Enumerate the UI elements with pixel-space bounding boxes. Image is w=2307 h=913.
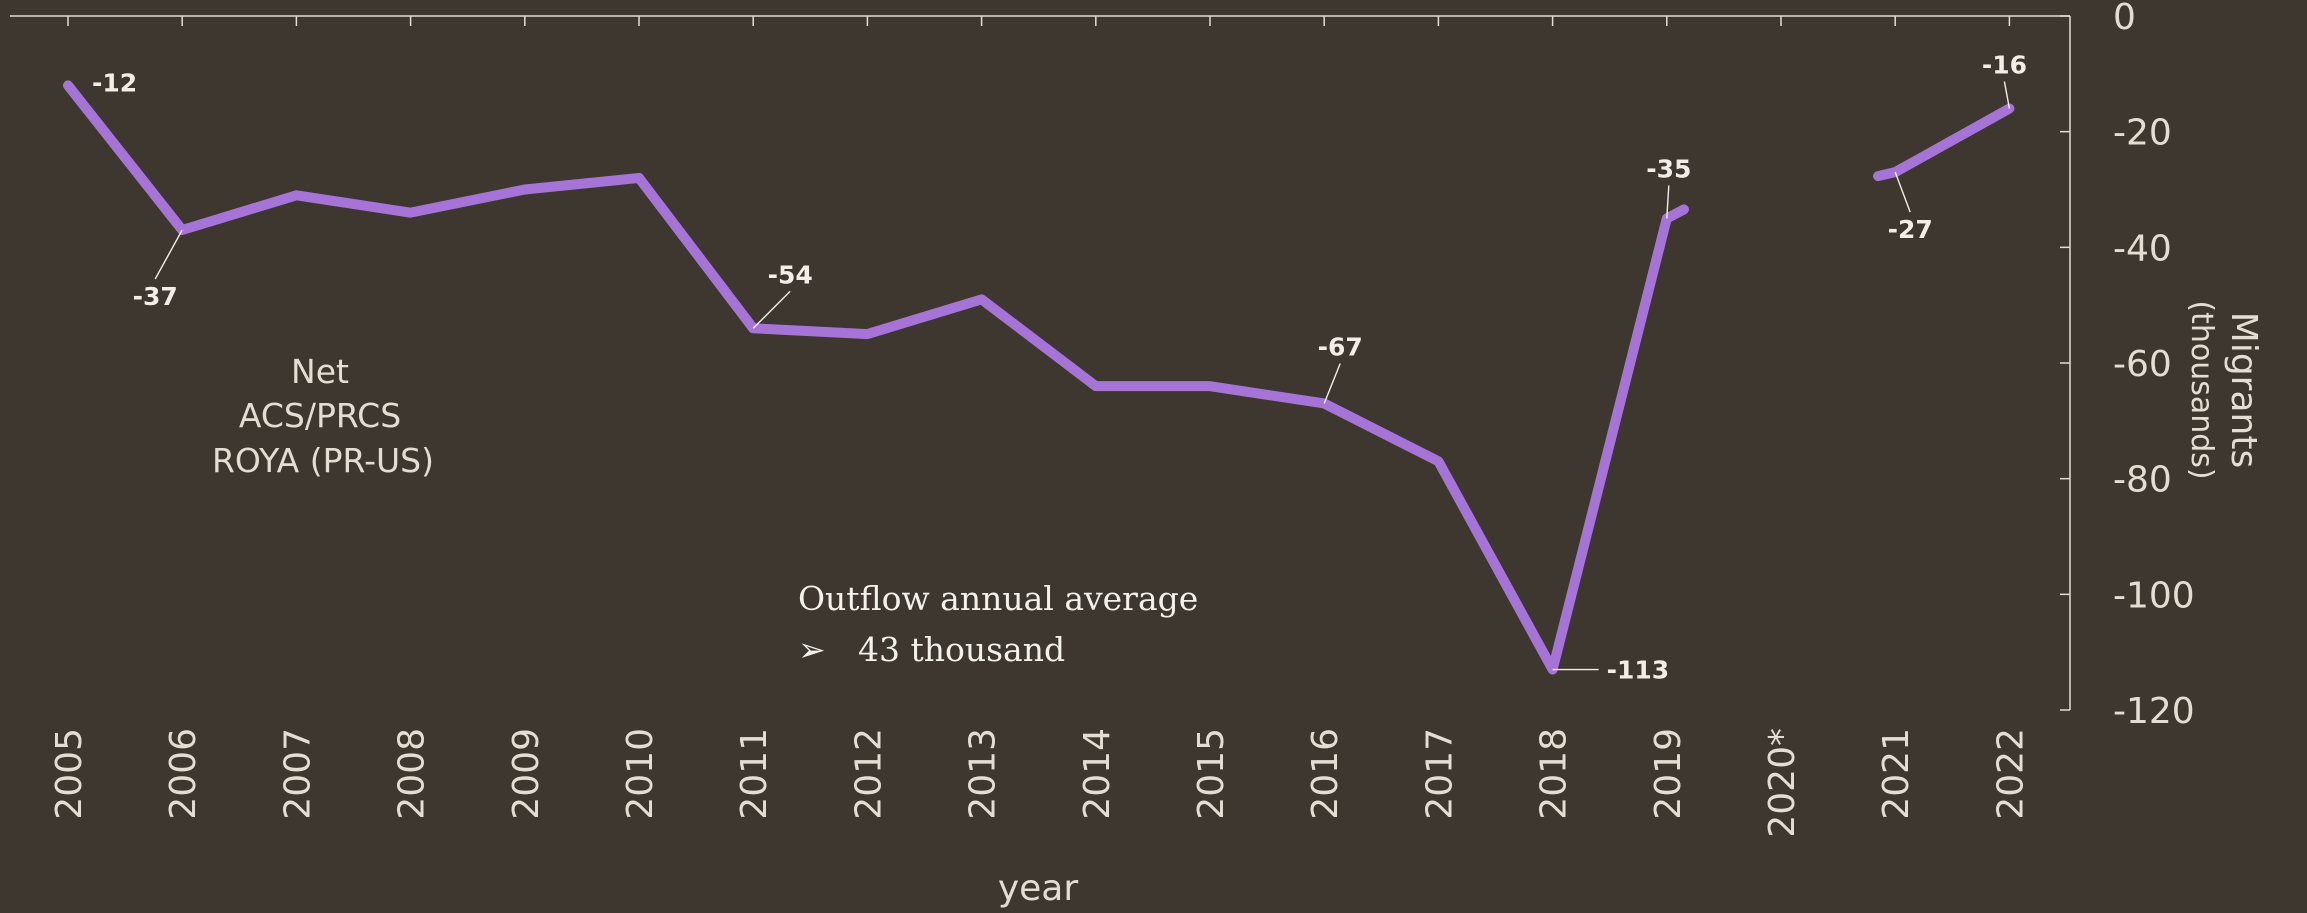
x-tick-label-2020: 2020* [1762, 728, 1803, 838]
data-label-2022: -16 [1982, 51, 2027, 80]
series-label-line-1: Net [291, 352, 349, 391]
data-label-leader-2011 [752, 290, 791, 329]
x-tick-label-2021: 2021 [1876, 728, 1917, 820]
x-tick-label-2010: 2010 [620, 728, 661, 820]
data-label-leader-2022 [2003, 81, 2011, 109]
x-tick-label-2019: 2019 [1648, 728, 1689, 820]
x-tick-label-2014: 2014 [1077, 728, 1118, 820]
x-tick-label-2012: 2012 [848, 728, 889, 820]
data-label-2018: -113 [1607, 656, 1670, 685]
annotation-line-2: 43 thousand [858, 630, 1065, 669]
y-tick-label-80: -80 [2113, 460, 2172, 501]
data-label-2011: -54 [768, 260, 813, 289]
data-label-leader-2006 [154, 229, 183, 280]
x-tick-label-2007: 2007 [277, 728, 318, 820]
x-tick-label-2011: 2011 [734, 728, 775, 820]
data-label-2021: -27 [1888, 215, 1933, 244]
x-tick-label-2016: 2016 [1305, 728, 1346, 820]
series-label-line-3: ROYA (PR-US) [212, 441, 434, 480]
annotation-bullet: ➢ [798, 630, 826, 669]
data-labels: -12 -37 -54 -67 -113 -35 -27 -16 [92, 51, 2027, 685]
x-ticks: 2005 2006 2007 2008 2009 2010 2011 2012 2013 2014… [49, 16, 2031, 838]
data-label-2019: -35 [1646, 154, 1691, 183]
x-tick-label-2013: 2013 [963, 728, 1004, 820]
annotation-line-1: Outflow annual average [798, 579, 1198, 618]
data-label-2005: -12 [92, 68, 137, 97]
data-label-leader-2016 [1323, 363, 1341, 404]
x-tick-label-2006: 2006 [163, 728, 204, 820]
y-tick-label-100: -100 [2113, 575, 2195, 616]
y-ticks: 0 -20 -40 -60 -80 -100 -120 [2060, 0, 2195, 732]
series-line-0-segment-1 [1873, 103, 2015, 182]
x-tick-label-2017: 2017 [1419, 728, 1460, 820]
series-label-line-2: ACS/PRCS [239, 396, 401, 435]
data-label-2016: -67 [1318, 332, 1363, 361]
y-tick-label-20: -20 [2113, 113, 2172, 154]
y-axis-subtitle: (thousands) [2184, 300, 2219, 479]
y-tick-label-40: -40 [2113, 228, 2172, 269]
y-axis-title: Migrants [2223, 312, 2264, 468]
x-tick-label-2008: 2008 [392, 728, 433, 820]
data-label-2006: -37 [133, 282, 178, 311]
x-tick-label-2022: 2022 [1990, 728, 2031, 820]
x-tick-label-2005: 2005 [49, 728, 90, 820]
y-tick-label-60: -60 [2113, 344, 2172, 385]
y-tick-label-120: -120 [2113, 691, 2195, 732]
data-label-leader-2019 [1666, 185, 1670, 219]
series-line-0-segment-0 [63, 80, 1689, 675]
x-tick-label-2015: 2015 [1191, 728, 1232, 820]
x-axis-title: year [998, 868, 1079, 909]
x-tick-label-2018: 2018 [1534, 728, 1575, 820]
y-tick-label-0: 0 [2113, 0, 2136, 38]
x-tick-label-2009: 2009 [506, 728, 547, 820]
data-label-leader-2021 [1894, 171, 1911, 213]
